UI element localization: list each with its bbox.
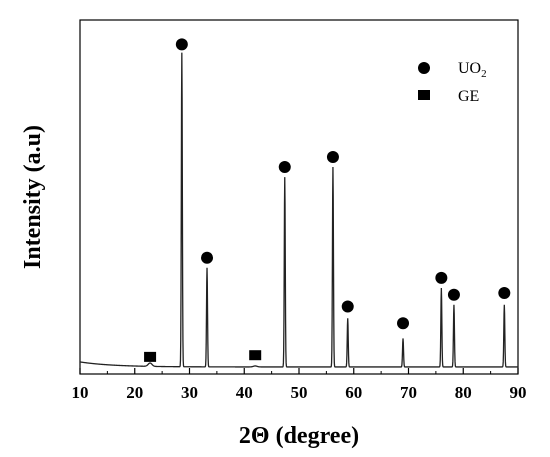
- ge-peak-marker-0: [144, 351, 157, 362]
- x-tick-label-90: 90: [510, 383, 527, 402]
- x-tick-label-20: 20: [126, 383, 143, 402]
- legend-uo2-label: UO2: [458, 60, 487, 80]
- x-tick-label-70: 70: [400, 383, 417, 402]
- uo2-peak-marker-10: [498, 287, 511, 300]
- plot-frame: [79, 19, 519, 375]
- uo2-peak-marker-1: [175, 38, 188, 51]
- marker-layer: [144, 38, 511, 362]
- x-ticks: 10 20 30 40 50 60 70 80 90: [72, 368, 527, 402]
- x-axis-title: 2Θ (degree): [239, 423, 359, 449]
- legend-ge-marker: [418, 90, 430, 100]
- uo2-peak-marker-8: [435, 271, 448, 284]
- x-tick-label-40: 40: [236, 383, 253, 402]
- uo2-peak-marker-6: [341, 300, 354, 313]
- x-tick-label-10: 10: [72, 383, 89, 402]
- uo2-peak-marker-4: [278, 161, 291, 174]
- x-tick-label-80: 80: [455, 383, 472, 402]
- legend-uo2-marker: [418, 62, 430, 74]
- spectrum-line: [79, 52, 518, 368]
- legend: UO2 GE: [418, 60, 487, 105]
- uo2-peak-marker-7: [397, 317, 410, 330]
- uo2-peak-marker-5: [326, 150, 339, 163]
- x-tick-label-60: 60: [345, 383, 362, 402]
- uo2-peak-marker-9: [447, 288, 460, 301]
- spectrum-layer: [79, 52, 518, 368]
- ge-peak-marker-3: [249, 350, 262, 361]
- uo2-peak-marker-2: [201, 251, 214, 264]
- x-tick-label-50: 50: [291, 383, 308, 402]
- y-axis-title: Intensity (a.u): [20, 125, 46, 269]
- x-tick-label-30: 30: [181, 383, 198, 402]
- legend-ge-label: GE: [458, 88, 479, 105]
